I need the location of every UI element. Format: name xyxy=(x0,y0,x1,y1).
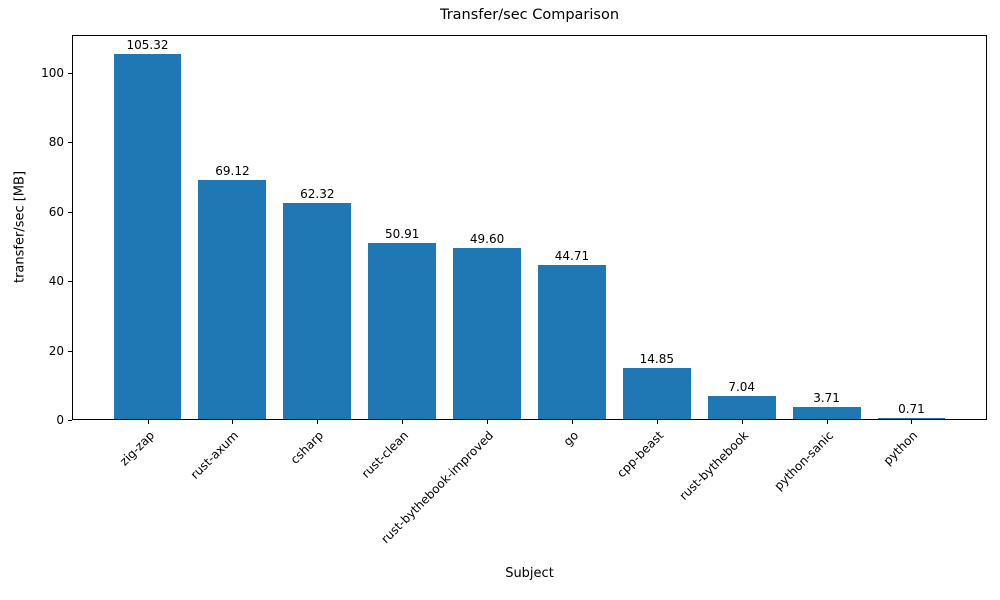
bar-value-label: 69.12 xyxy=(215,163,250,178)
bar xyxy=(198,179,267,419)
x-tick-label: rust-bythebook-improved xyxy=(378,428,497,547)
bar xyxy=(368,243,437,419)
y-tick-label: 60 xyxy=(48,204,64,219)
x-tick-label: rust-axum xyxy=(188,428,242,482)
bar-value-label: 44.71 xyxy=(554,248,590,263)
x-tick-label: python-sanic xyxy=(771,428,836,493)
bar-value-label: 3.71 xyxy=(813,391,840,406)
x-tick-label: cpp-beast xyxy=(614,428,667,481)
x-tick-mark xyxy=(402,420,404,424)
x-tick-label: rust-bythebook xyxy=(676,428,751,503)
x-tick-mark xyxy=(232,420,234,424)
chart-title: Transfer/sec Comparison xyxy=(439,7,620,23)
y-tick-mark xyxy=(68,281,72,282)
bar xyxy=(113,54,182,419)
x-tick-mark xyxy=(147,420,149,424)
y-axis-label: transfer/sec [MB] xyxy=(12,170,28,284)
x-tick-mark xyxy=(571,420,573,424)
x-tick-label: python xyxy=(881,428,921,468)
bar-value-label: 7.04 xyxy=(728,379,756,394)
bar xyxy=(283,203,352,419)
x-tick-label: zig-zap xyxy=(116,428,157,469)
y-tick-label: 20 xyxy=(48,343,64,358)
x-tick-label: csharp xyxy=(288,428,327,467)
x-tick-label: go xyxy=(560,428,582,449)
x-tick-mark xyxy=(317,420,319,424)
y-tick-mark xyxy=(68,350,72,352)
y-tick-label: 40 xyxy=(48,274,64,288)
bar-value-label: 49.60 xyxy=(469,231,505,246)
y-tick-mark xyxy=(68,211,72,213)
x-tick-label: rust-clean xyxy=(358,428,412,481)
y-tick-mark xyxy=(68,420,72,421)
x-tick-mark xyxy=(741,420,743,424)
x-tick-mark xyxy=(487,420,489,424)
bar xyxy=(877,417,946,419)
y-tick-label: 100 xyxy=(41,65,64,80)
bar-value-label: 105.32 xyxy=(126,38,169,53)
bar xyxy=(792,407,861,419)
x-axis-label: Subject xyxy=(505,566,554,581)
bar xyxy=(707,395,776,419)
bar xyxy=(537,264,606,419)
bar-value-label: 62.32 xyxy=(300,187,335,202)
y-tick-label: 80 xyxy=(48,135,64,150)
bar xyxy=(622,368,691,419)
x-tick-mark xyxy=(911,420,913,424)
y-tick-mark xyxy=(68,72,72,74)
bar xyxy=(453,247,521,419)
y-tick-label: 0 xyxy=(56,413,64,427)
bar-value-label: 0.71 xyxy=(898,401,925,416)
bar-value-label: 14.85 xyxy=(639,352,674,367)
x-tick-mark xyxy=(826,420,828,424)
x-tick-mark xyxy=(656,420,658,424)
plot-area xyxy=(72,35,987,420)
bar-value-label: 50.91 xyxy=(384,227,420,242)
y-tick-mark xyxy=(68,142,72,144)
